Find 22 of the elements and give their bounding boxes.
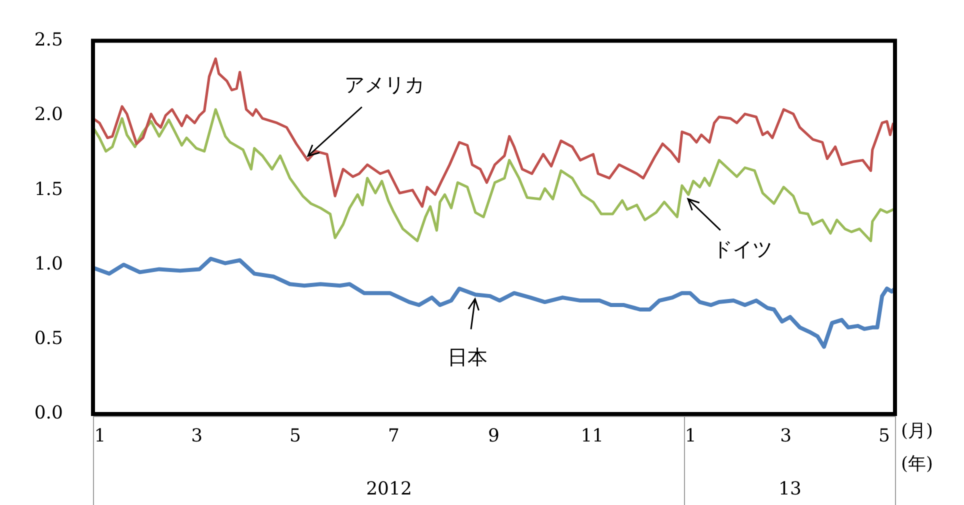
annotation: アメリカ [344,72,425,96]
x-tick-label: 3 [780,425,792,446]
y-tick-label: 2.0 [34,104,63,126]
y-tick-label: 0.5 [34,328,63,350]
y-tick-label: 1.0 [34,253,63,274]
x-tick-label: 7 [388,425,400,446]
y-tick-label: 0.0 [34,402,63,424]
y-tick-label: 2.5 [34,29,63,50]
x-tick-label: 1 [684,425,696,446]
x-tick-label: 5 [290,425,301,446]
x-tick-label: 1 [94,425,106,446]
y-tick-label: 1.5 [34,178,63,200]
text: 13 [778,478,802,500]
annotation: ドイツ [712,236,772,261]
x-tick-label: 11 [580,425,604,446]
text: (年) [901,454,934,475]
annotation: 日本 [447,344,488,369]
x-tick-label: 9 [488,425,500,446]
x-axis-title: (月) [901,420,934,442]
x-tick-label: 5 [878,425,890,446]
text: 2012 [366,478,412,500]
x-tick-label: 3 [191,425,203,446]
